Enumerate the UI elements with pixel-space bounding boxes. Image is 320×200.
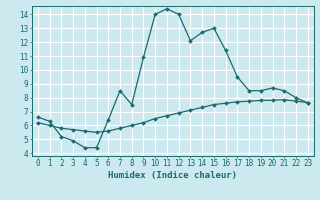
X-axis label: Humidex (Indice chaleur): Humidex (Indice chaleur) bbox=[108, 171, 237, 180]
